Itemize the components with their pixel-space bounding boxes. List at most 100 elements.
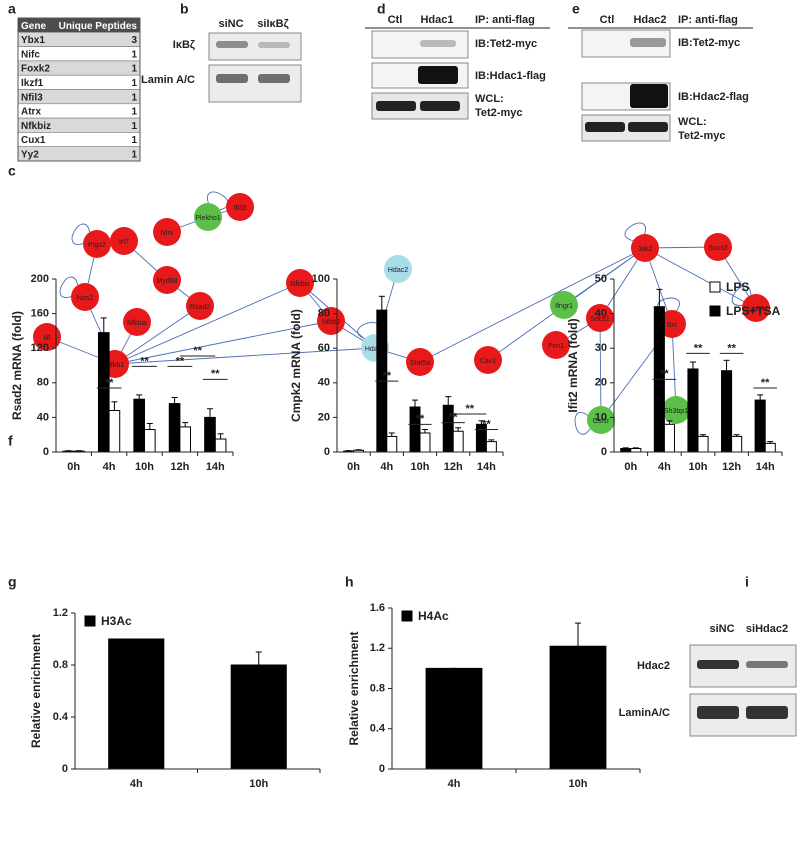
chart: Rsad2 mRNA (fold) 0 40 80 120 160 200 0h 4h 10h 12…	[10, 273, 234, 473]
panel-label: d	[377, 1, 386, 17]
table-cell: 1	[131, 149, 137, 160]
legend-swatch	[84, 615, 96, 627]
y-tick-label: 20	[595, 377, 607, 389]
y-tick-label: 40	[595, 308, 607, 320]
band	[258, 74, 290, 83]
significance-label: **	[416, 413, 425, 425]
blot-row-label: IB:Tet2-myc	[678, 37, 740, 49]
node-label: Jak2	[638, 246, 653, 253]
node-label: Nmi	[161, 230, 174, 237]
network-edge	[114, 320, 332, 365]
network-node	[587, 406, 615, 434]
table-cell: Ybx1	[21, 35, 45, 46]
y-tick-label: 10	[595, 411, 607, 423]
panel-label: h	[345, 574, 354, 590]
table-cell: Foxk2	[21, 64, 50, 75]
y-tick-label: 200	[31, 273, 49, 285]
node-label: Ptgs2	[88, 242, 106, 249]
bar	[168, 403, 181, 453]
blot-row-label: Tet2-myc	[475, 107, 522, 119]
blot-row-label: LaminA/C	[619, 707, 670, 719]
y-tick-label: 80	[318, 308, 330, 320]
table-cell: 3	[131, 35, 137, 46]
node-label: Plekho1	[195, 215, 220, 222]
y-tick-label: 120	[31, 342, 49, 354]
network-node	[33, 323, 61, 351]
x-tick-label: 4h	[448, 778, 461, 790]
node-label: Socs1	[590, 316, 610, 323]
table-cell: 1	[131, 92, 137, 103]
self-loop	[624, 222, 646, 242]
x-tick-label: 4h	[130, 778, 143, 790]
node-label: Sh3bp1	[664, 408, 688, 415]
y-tick-label: 0.8	[53, 659, 68, 671]
network-edge	[114, 282, 301, 365]
table-cell: 1	[131, 107, 137, 118]
y-tick-label: 1.2	[53, 607, 68, 619]
table-cell: Nifc	[21, 49, 40, 60]
significance-label: **	[466, 403, 475, 415]
legend-swatch	[709, 305, 721, 317]
network-node	[153, 218, 181, 246]
band	[630, 38, 666, 47]
band	[746, 661, 788, 668]
lane-label: siNC	[709, 623, 734, 635]
self-loop	[71, 223, 91, 245]
y-tick-label: 0.8	[370, 682, 385, 694]
node-label: Nos2	[77, 295, 93, 302]
table-border	[17, 17, 141, 162]
x-tick-label: 4h	[380, 461, 393, 473]
significance-label: **	[660, 368, 669, 380]
x-tick-label: 14h	[206, 461, 225, 473]
significance-label: **	[694, 342, 703, 354]
node-label: Nfkb1	[106, 362, 124, 369]
bar	[485, 441, 497, 453]
y-tick-label: 50	[595, 273, 607, 285]
node-label: Myd88	[156, 278, 177, 285]
y-tick-label: 40	[318, 377, 330, 389]
bar	[179, 426, 192, 453]
network-node	[586, 304, 614, 332]
panel-label: f	[8, 433, 13, 449]
table-cell: 1	[131, 121, 137, 132]
node-label: Hdac2	[388, 267, 408, 274]
blot-images	[208, 29, 797, 737]
y-tick-label: 0	[62, 763, 68, 775]
network-node	[631, 234, 659, 262]
ip-label: IP: anti-flag	[475, 14, 535, 26]
blot	[208, 64, 302, 103]
network-node	[658, 310, 686, 338]
blot-row-label: Tet2-myc	[678, 130, 725, 142]
y-tick-label: 0	[324, 446, 330, 458]
table-cell: Ikzf1	[21, 78, 44, 89]
network-edge	[563, 247, 646, 306]
band	[697, 660, 739, 669]
band	[628, 122, 668, 132]
x-tick-label: 10h	[249, 778, 268, 790]
bar	[764, 442, 776, 453]
bar	[697, 435, 709, 453]
band	[216, 74, 248, 83]
network-node	[186, 292, 214, 320]
network-node	[226, 193, 254, 221]
y-axis-title: Rsad2 mRNA (fold)	[10, 311, 24, 420]
band	[697, 706, 739, 719]
bar	[108, 638, 165, 770]
y-tick-label: 160	[31, 308, 49, 320]
network-edge	[114, 347, 376, 365]
significance-label: **	[176, 355, 185, 367]
band	[746, 706, 788, 719]
bar	[230, 664, 287, 770]
self-loop	[731, 285, 752, 306]
node-label: Pim1	[548, 343, 564, 350]
network-node	[286, 269, 314, 297]
blot-row-label: IB:Hdac1-flag	[475, 70, 546, 82]
chart: Ifit2 mRNA (fold) 0 10 20 30 40 50 0h 4h 10h 12h 14…	[566, 273, 783, 473]
network-node	[704, 233, 732, 261]
band	[376, 101, 416, 111]
network-node	[110, 227, 138, 255]
network-node	[123, 308, 151, 336]
y-axis-title: Cmpk2 mRNA (fold)	[289, 309, 303, 422]
bar	[663, 423, 675, 453]
network-edge	[599, 317, 602, 421]
